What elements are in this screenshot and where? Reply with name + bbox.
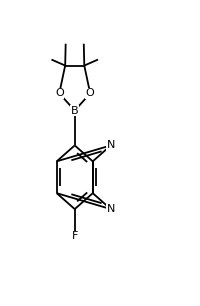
Text: B: B — [71, 106, 78, 116]
Text: O: O — [85, 88, 94, 98]
Text: O: O — [55, 88, 63, 98]
Text: F: F — [71, 231, 78, 241]
Text: N: N — [106, 204, 114, 214]
Text: N: N — [106, 140, 114, 151]
